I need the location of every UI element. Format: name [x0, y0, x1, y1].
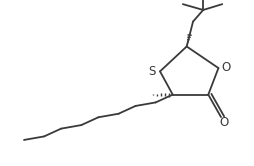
Text: O: O	[221, 61, 230, 74]
Text: O: O	[219, 116, 228, 128]
Text: S: S	[149, 65, 156, 78]
